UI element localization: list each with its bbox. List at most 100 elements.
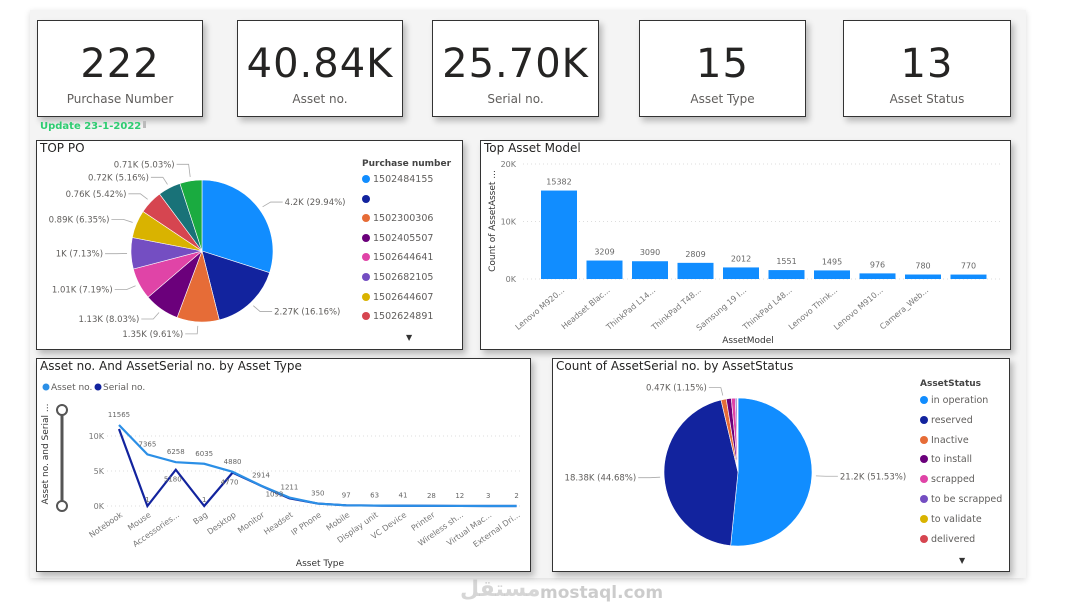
legend-item[interactable]: scrapped [920, 474, 975, 485]
data-label: 780 [915, 262, 930, 271]
legend-label: to validate [931, 513, 982, 525]
legend-dot-icon [362, 312, 370, 321]
bar [950, 274, 987, 279]
data-label: 350 [311, 490, 324, 498]
data-label: 1.13K (8.03%) [78, 315, 139, 325]
top-po-pie-chart: 4.2K (29.94%) 2.27K (16.16%) 1.35K (9.61%)… [49, 160, 346, 340]
legend-label: 1502300306 [373, 213, 434, 225]
kpi-asset-no[interactable]: 40.84K Asset no. [237, 20, 403, 117]
data-label: 3090 [640, 248, 660, 257]
data-label: 1.35K (9.61%) [122, 330, 183, 340]
bar [632, 261, 668, 279]
legend-item[interactable]: 1502644641 [362, 252, 433, 263]
legend-item[interactable]: Inactive [920, 435, 969, 446]
top-asset-model-panel: Top Asset Model 0K 10K 20K 15382 Lenovo M920… [480, 140, 1011, 350]
x-axis-title: AssetModel [722, 336, 774, 346]
y-tick-label: 20K [501, 160, 517, 169]
data-label: 7365 [138, 440, 156, 448]
kpi-value: 15 [696, 41, 749, 87]
data-label: 1 [145, 496, 149, 504]
kpi-asset-type[interactable]: 15 Asset Type [639, 20, 806, 117]
legend-item[interactable]: 1502644607 [362, 292, 433, 303]
x-tick-label: Notebook [87, 510, 124, 540]
legend-item[interactable]: 1502405507 [362, 233, 433, 244]
legend-item[interactable]: 1502682105 [362, 272, 433, 283]
legend-dot-icon [42, 383, 50, 391]
legend-dot-icon [362, 233, 370, 242]
x-tick-label: IP Phone [290, 510, 323, 537]
legend-label: delivered [931, 533, 976, 545]
y-tick-label: 0K [506, 275, 517, 284]
data-label: 2.27K (16.16%) [274, 308, 340, 318]
kpi-label: Purchase Number [66, 92, 174, 106]
legend-item[interactable]: to validate [920, 514, 982, 525]
legend-item[interactable]: 1502484155 [362, 174, 433, 185]
legend-scroll-down-icon[interactable]: ▼ [406, 333, 413, 342]
legend-label: Inactive [931, 434, 969, 446]
data-label: 97 [342, 491, 351, 499]
resize-handle[interactable] [143, 121, 146, 128]
legend-item[interactable]: delivered [920, 534, 975, 545]
data-label: 15382 [546, 178, 571, 187]
legend-dot-icon [920, 415, 928, 424]
data-label: 0.71K (5.03%) [114, 160, 175, 170]
legend-label: Asset no. [51, 383, 92, 393]
legend-item[interactable]: 1502624891 [362, 311, 433, 322]
x-tick-label: Lenovo M910... [832, 286, 885, 332]
data-label: 0.76K (5.42%) [66, 190, 127, 200]
bar [859, 273, 896, 279]
legend-item[interactable]: to be scrapped [920, 494, 1002, 505]
kpi-asset-status[interactable]: 13 Asset Status [843, 20, 1011, 117]
pie-slice [730, 397, 813, 547]
legend-item[interactable]: reserved [920, 415, 973, 426]
legend-dot-icon [920, 475, 928, 484]
data-label: 1 [202, 496, 206, 504]
kpi-label: Asset Status [889, 92, 965, 106]
legend-item[interactable]: in operation [920, 395, 988, 406]
legend-item[interactable] [362, 194, 373, 205]
legend-item[interactable]: to install [920, 454, 972, 465]
legend-label: 1502682105 [373, 272, 434, 283]
x-tick-label: Lenovo M920... [514, 286, 567, 332]
kpi-value: 25.70K [442, 41, 589, 87]
data-label: 6035 [195, 450, 213, 458]
legend-label: reserved [931, 414, 973, 426]
legend-label: to be scrapped [931, 494, 1003, 505]
legend-item[interactable]: 1502300306 [362, 213, 433, 224]
series-line [118, 424, 517, 508]
kpi-label: Asset no. [292, 92, 348, 106]
data-label: 0.47K (1.15%) [646, 384, 707, 394]
leader-line [262, 201, 283, 208]
data-label: 1K (7.13%) [56, 250, 103, 260]
leader-line [185, 325, 199, 335]
data-label: 4770 [221, 479, 239, 487]
kpi-purchase-number[interactable]: 222 Purchase Number [37, 20, 203, 117]
legend-label: in operation [931, 395, 989, 406]
x-tick-label: Bag [192, 510, 210, 526]
x-tick-label: Desktop [206, 510, 238, 536]
data-label: 21.2K (51.53%) [840, 472, 906, 482]
data-label: 1093 [266, 490, 284, 498]
legend-dot-icon [920, 455, 928, 464]
asset-type-line-chart: Asset no. Serial no. 0K 5K 10K Asset no. and … [41, 383, 522, 569]
kpi-serial-no[interactable]: 25.70K Serial no. [432, 20, 599, 117]
leader-line [111, 218, 133, 223]
legend-dot-icon [920, 435, 928, 444]
x-axis-title: Asset Type [296, 559, 345, 569]
data-label: 18.38K (44.68%) [565, 474, 637, 484]
legend-label: 1502644641 [373, 252, 434, 264]
legend-scroll-down-icon[interactable]: ▼ [959, 556, 966, 565]
y-tick-label: 10K [89, 432, 105, 441]
legend-title: Purchase number [362, 159, 452, 169]
leader-line [708, 387, 724, 396]
data-label: 2012 [731, 254, 751, 263]
data-label: 2809 [685, 250, 705, 259]
top-po-panel: TOP PO 4.2K (29.94%) 2.27K (16.16%) 1.35K … [36, 140, 463, 350]
legend-dot-icon [94, 383, 102, 391]
range-slider-handle [56, 500, 68, 512]
kpi-label: Asset Type [690, 92, 755, 106]
asset-status-pie-chart: 21.2K (51.53%) 18.38K (44.68%) 0.47K (1.15… [565, 384, 906, 547]
data-label: 1551 [776, 257, 796, 266]
data-label: 770 [961, 262, 976, 271]
